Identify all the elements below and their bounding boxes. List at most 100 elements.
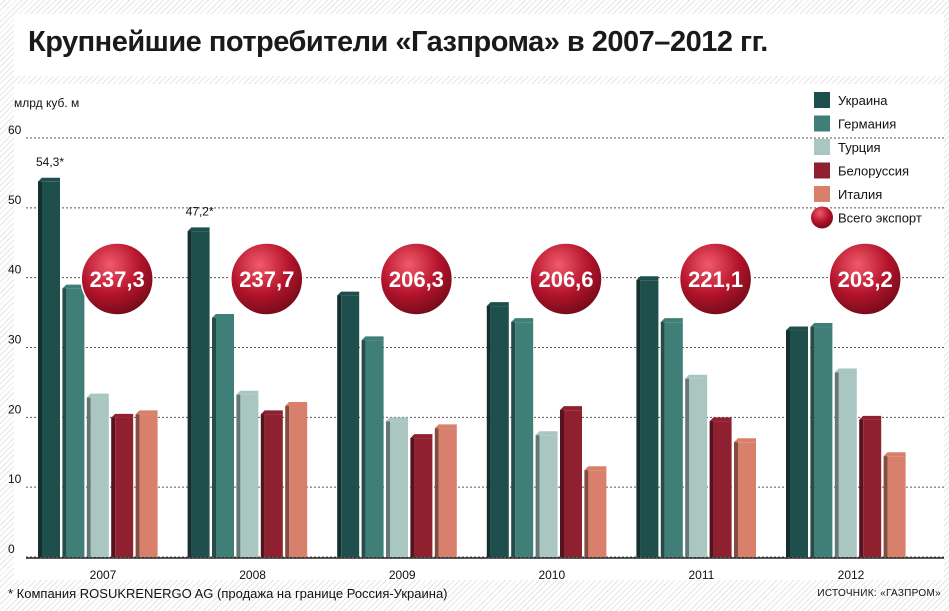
bar [564, 410, 582, 557]
bar [191, 231, 210, 558]
bar-top [386, 417, 408, 422]
legend-label: Турция [838, 140, 881, 155]
bar [490, 306, 509, 557]
x-tick-label: 2007 [90, 568, 117, 582]
bar [42, 181, 60, 557]
data-annotation: 54,3* [36, 155, 64, 169]
y-tick-label: 50 [8, 193, 22, 207]
total-label: 237,3 [90, 267, 145, 292]
bar-side [810, 323, 815, 557]
bar-side [236, 390, 241, 557]
total-bubble [230, 242, 304, 316]
bar [240, 394, 259, 557]
bar [664, 322, 683, 557]
bar-side [434, 424, 439, 557]
bar-top [260, 410, 283, 415]
legend-label: Всего экспорт [838, 211, 922, 226]
bar-side [38, 177, 42, 557]
bar-side [285, 401, 290, 557]
bar [289, 405, 308, 557]
bar [790, 330, 808, 557]
total-label: 237,7 [239, 267, 294, 292]
x-tick-label: 2009 [389, 568, 416, 582]
bar-top [685, 374, 708, 379]
bar [738, 442, 756, 557]
bar-side [734, 438, 738, 557]
total-label: 206,6 [538, 267, 593, 292]
source-label: ИСТОЧНИК: «ГАЗПРОМ» [817, 588, 941, 599]
bar-side [511, 318, 516, 557]
bar-top [636, 276, 659, 281]
bar-side [685, 374, 690, 557]
legend-label: Украина [838, 93, 888, 108]
bar [90, 397, 109, 557]
bar [390, 421, 408, 557]
bar-side [859, 415, 864, 557]
bar-top [337, 291, 360, 296]
y-tick-label: 60 [8, 123, 22, 137]
bar-top [187, 227, 210, 232]
total-label: 206,3 [389, 267, 444, 292]
bar-side [111, 413, 116, 557]
bar-top [810, 323, 833, 328]
total-bubble [678, 242, 753, 316]
bar-top [135, 410, 158, 415]
legend-swatch [814, 162, 830, 179]
bar [887, 456, 906, 557]
bar-top [434, 424, 457, 429]
legend-swatch [814, 186, 830, 202]
total-bubble [379, 242, 454, 316]
bar-side [584, 466, 589, 557]
bar [216, 317, 234, 557]
bar-top [859, 415, 882, 420]
legend-swatch [814, 92, 830, 108]
bar-top [560, 406, 582, 411]
legend-total-swatch [811, 206, 833, 229]
y-axis-label: млрд куб. м [14, 96, 79, 110]
total-bubble [828, 242, 902, 316]
bar [66, 288, 85, 557]
bar-side [260, 410, 265, 557]
legend-swatch [814, 139, 830, 155]
y-tick-label: 0 [8, 542, 15, 556]
bar-top [62, 284, 85, 289]
bar-top [660, 318, 683, 323]
bar-top [486, 302, 509, 307]
legend-label: Германия [838, 117, 896, 132]
bar [438, 428, 457, 557]
title-panel [14, 14, 944, 76]
bar-side [212, 313, 216, 557]
bar-top [236, 390, 259, 395]
bar [713, 421, 732, 557]
total-label: 221,1 [688, 267, 743, 292]
bar-side [86, 393, 91, 557]
data-annotation: 47,2* [186, 204, 214, 218]
legend-label: Италия [838, 187, 882, 202]
bar [115, 417, 134, 557]
y-tick-label: 20 [8, 402, 22, 416]
bar-side [62, 284, 67, 557]
bar-top [38, 177, 60, 182]
bar-side [834, 368, 839, 557]
bar [414, 438, 433, 557]
legend-label: Белоруссия [838, 164, 909, 179]
total-label: 203,2 [838, 267, 893, 292]
y-tick-label: 30 [8, 333, 22, 347]
bar [365, 340, 384, 557]
bar-side [636, 276, 641, 557]
bar-top [86, 393, 109, 398]
bar-top [410, 434, 433, 439]
bar-top [734, 438, 756, 443]
bar [341, 295, 360, 557]
x-tick-label: 2010 [538, 568, 565, 582]
total-bubble [529, 242, 603, 316]
bar [539, 435, 558, 557]
bar [689, 378, 708, 557]
bar-top [535, 431, 558, 436]
bar [640, 280, 659, 557]
x-tick-label: 2012 [838, 568, 865, 582]
y-tick-label: 10 [8, 472, 22, 486]
bar [588, 470, 607, 557]
bar-side [535, 431, 540, 557]
